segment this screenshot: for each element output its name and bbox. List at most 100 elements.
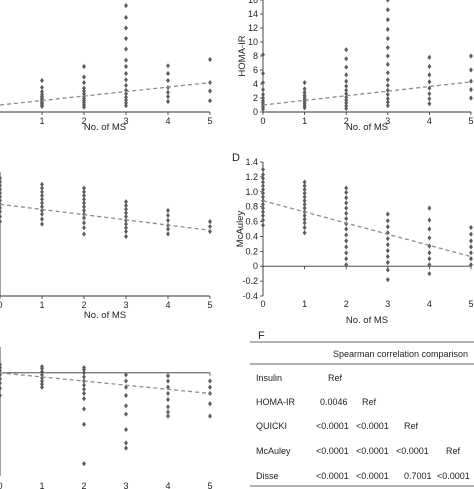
cell: Ref	[362, 397, 377, 407]
y-tick-label: 0	[253, 261, 258, 271]
data-point	[261, 183, 265, 189]
data-point	[40, 381, 44, 387]
data-point	[166, 384, 170, 390]
data-point	[208, 98, 212, 104]
data-point	[166, 89, 170, 95]
data-point	[166, 404, 170, 410]
data-point	[261, 87, 265, 93]
data-point	[427, 235, 432, 241]
data-point	[40, 91, 44, 98]
data-point	[166, 231, 170, 237]
data-point	[82, 382, 86, 388]
data-point	[40, 384, 44, 390]
data-point	[82, 189, 86, 195]
data-point	[166, 63, 170, 69]
data-point	[385, 259, 390, 266]
data-point	[124, 100, 128, 106]
data-point	[82, 196, 86, 202]
trend-line	[0, 81, 211, 106]
y-tick-label: 14	[248, 9, 258, 19]
panel-f-table: F Spearman correlation comparison Insuli…	[250, 330, 474, 487]
data-point	[0, 392, 2, 399]
data-point	[124, 70, 128, 77]
data-point	[344, 210, 349, 216]
data-point	[385, 61, 390, 67]
data-point	[208, 228, 212, 235]
data-point	[344, 232, 349, 238]
trend-line	[262, 81, 472, 106]
data-point	[385, 0, 390, 3]
data-point	[261, 52, 265, 58]
data-point	[385, 211, 390, 217]
data-point	[82, 192, 86, 199]
data-point	[427, 243, 432, 249]
data-point	[344, 226, 349, 232]
data-point	[0, 175, 2, 181]
data-point	[82, 207, 86, 214]
data-point	[40, 211, 44, 217]
data-point	[344, 250, 349, 256]
y-tick-label: 10	[248, 37, 258, 47]
x-tick-label: 0	[260, 116, 265, 126]
data-point	[40, 89, 44, 95]
data-point	[0, 385, 2, 391]
data-point	[261, 205, 265, 211]
data-point	[261, 217, 265, 223]
data-point	[82, 220, 86, 226]
x-axis-title: No. of MS	[84, 310, 126, 321]
data-point	[302, 183, 307, 189]
data-point	[261, 209, 265, 215]
cell: <0.0001	[316, 471, 349, 481]
data-point	[469, 67, 473, 73]
data-point	[261, 80, 265, 86]
data-point	[124, 426, 128, 433]
data-point	[261, 95, 265, 101]
data-point	[82, 374, 86, 380]
data-point	[344, 72, 349, 78]
data-point	[344, 47, 349, 53]
data-point	[385, 82, 390, 88]
data-point	[124, 46, 128, 52]
data-point	[124, 82, 128, 88]
data-point	[124, 384, 128, 390]
row-label: McAuley	[256, 446, 291, 456]
data-point	[344, 100, 349, 106]
data-point	[124, 103, 128, 109]
data-point	[82, 396, 86, 402]
data-point	[302, 92, 307, 98]
panel-a: 1 2 3 4 5 No. of MS	[0, 3, 213, 133]
data-point	[0, 361, 2, 368]
data-point	[82, 185, 86, 191]
data-point	[40, 185, 44, 191]
x-tick-label: 4	[165, 300, 170, 310]
data-point	[261, 172, 265, 178]
data-point	[427, 262, 432, 268]
data-point	[124, 445, 128, 451]
data-point	[302, 194, 307, 200]
y-tick-label: 2	[253, 93, 258, 103]
x-tick-label: 5	[207, 300, 212, 310]
data-point	[40, 216, 44, 222]
data-point	[261, 179, 265, 185]
data-point	[82, 421, 86, 427]
data-point	[385, 247, 390, 254]
table-row: McAuley <0.0001 <0.0001 <0.0001 Ref	[256, 446, 461, 456]
data-point	[82, 74, 86, 80]
data-point	[261, 70, 265, 77]
data-point	[385, 53, 390, 59]
data-point	[427, 54, 432, 60]
data-point	[344, 262, 349, 268]
data-point	[344, 64, 349, 70]
data-point	[82, 370, 86, 376]
data-point	[385, 77, 390, 83]
data-point	[0, 190, 2, 196]
data-point	[0, 372, 2, 378]
data-point	[427, 226, 432, 232]
panel-c: 0 1 2 3 4 5 No. of MS	[0, 172, 213, 321]
data-point	[385, 17, 390, 23]
cell: Ref	[446, 446, 461, 456]
data-point	[82, 85, 86, 91]
data-point	[469, 53, 473, 59]
data-point	[124, 206, 128, 212]
